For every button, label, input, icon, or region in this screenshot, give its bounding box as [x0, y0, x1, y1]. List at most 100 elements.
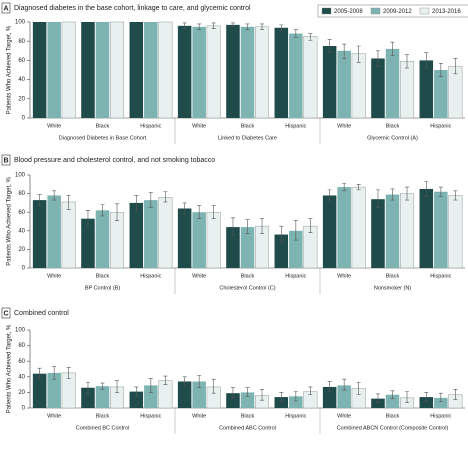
bar [61, 21, 76, 119]
panel-label-box [1, 2, 11, 14]
x-tick-label: Hispanic [140, 413, 161, 419]
legend-label: 2009-2012 [383, 9, 412, 15]
bar [400, 193, 415, 269]
x-tick-label: Black [241, 123, 255, 129]
bar [371, 199, 385, 268]
error-bar [438, 62, 443, 78]
error-bar [424, 52, 429, 69]
bar [32, 200, 47, 268]
error-bar [453, 388, 458, 400]
y-tick-label: 80 [18, 343, 25, 349]
x-tick-label: Hispanic [140, 123, 161, 129]
bar [240, 392, 255, 408]
error-bar [230, 22, 235, 28]
bar [448, 195, 463, 269]
bar [158, 197, 173, 269]
bar [419, 397, 434, 408]
bar [144, 200, 158, 268]
y-axis-label: Patients Who Achieved Target, % [7, 25, 13, 114]
bar [322, 386, 337, 408]
bar [226, 227, 240, 268]
bar [177, 208, 192, 268]
error-bar [230, 387, 235, 399]
y-tick-label: 40 [18, 374, 25, 380]
bar [81, 218, 95, 268]
x-tick-label: White [47, 273, 61, 279]
bar [240, 26, 255, 118]
error-bar [279, 392, 284, 402]
error-bar [37, 367, 42, 380]
bar [385, 48, 400, 118]
x-tick-label: White [192, 413, 206, 419]
error-bar [308, 386, 313, 396]
group-label: Glycemic Control (A) [367, 135, 418, 141]
bar [322, 46, 337, 118]
panel-label-box [1, 307, 11, 319]
bar [177, 25, 192, 119]
y-tick-label: 80 [18, 191, 25, 197]
bar [226, 24, 240, 119]
error-bar [293, 29, 298, 38]
bar [95, 386, 110, 408]
error-bar [245, 387, 250, 397]
legend-label: 2005-2008 [334, 9, 363, 15]
legend-swatch [370, 7, 381, 15]
bar [337, 50, 351, 118]
panel-title: Diagnosed diabetes in the base cohort, l… [14, 5, 251, 12]
error-bar [134, 386, 139, 397]
error-bar [52, 366, 57, 380]
error-bar [211, 22, 216, 30]
x-tick-label: Hispanic [285, 273, 306, 279]
legend-frame [317, 4, 468, 18]
bar [32, 373, 47, 408]
bar [129, 22, 144, 118]
y-tick-label: 20 [18, 247, 25, 253]
x-tick-label: Black [96, 273, 110, 279]
error-bar [342, 183, 347, 192]
y-tick-label: 40 [18, 228, 25, 234]
y-tick-label: 40 [18, 77, 25, 83]
x-tick-label: Black [386, 273, 400, 279]
error-bar [245, 219, 250, 234]
error-bar [230, 217, 235, 236]
group-label: BP Control (B) [85, 285, 121, 291]
error-bar [37, 194, 42, 206]
y-tick-label: 0 [22, 116, 26, 122]
x-tick-label: Black [386, 123, 400, 129]
error-bar [134, 195, 139, 212]
x-tick-label: Hispanic [430, 413, 451, 419]
panel-label-box [1, 154, 11, 166]
x-tick-label: Black [96, 123, 110, 129]
x-tick-label: White [47, 413, 61, 419]
bar [289, 230, 303, 268]
x-tick-label: White [192, 273, 206, 279]
bar [371, 58, 385, 118]
error-bar [342, 378, 347, 391]
error-bar [85, 381, 90, 394]
error-bar [390, 390, 395, 399]
error-bar [115, 203, 120, 221]
bar [303, 36, 318, 119]
error-bar [356, 184, 361, 191]
x-tick-label: Hispanic [140, 273, 161, 279]
x-tick-label: Black [241, 273, 255, 279]
panel-title: Blood pressure and cholesterol control, … [14, 157, 215, 164]
error-bar [148, 378, 153, 393]
error-bar [182, 376, 187, 386]
y-axis-label: Patients Who Achieved Target, % [7, 177, 13, 266]
error-bar [279, 225, 284, 243]
error-bar [375, 393, 380, 403]
error-bar [390, 188, 395, 201]
y-tick-label: 0 [22, 266, 26, 272]
y-tick-label: 60 [18, 58, 25, 64]
bar [274, 27, 289, 118]
bar [192, 212, 206, 268]
y-tick-label: 100 [15, 173, 26, 179]
panel-label: A [3, 5, 8, 12]
bar [434, 191, 448, 268]
error-bar [375, 50, 380, 67]
y-tick-label: 100 [15, 20, 26, 26]
group-label: Linked to Diabetes Care [218, 135, 277, 141]
error-bar [163, 191, 168, 203]
